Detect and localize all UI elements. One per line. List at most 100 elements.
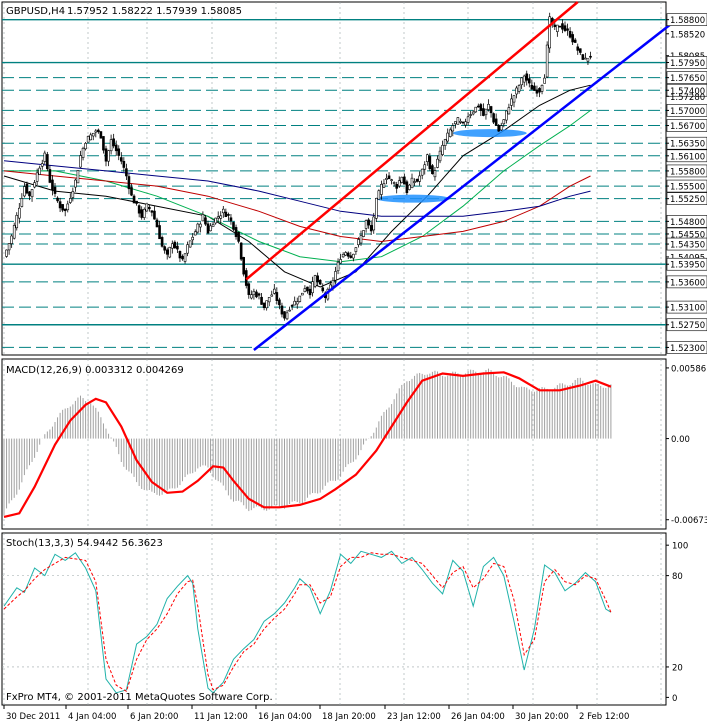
- candle-body: [176, 245, 179, 250]
- candle-body: [239, 242, 243, 260]
- candle-body: [145, 203, 149, 212]
- candle-body: [448, 129, 452, 137]
- price-tick-label: 1.54550: [670, 230, 705, 240]
- candle-body: [81, 147, 85, 158]
- candle-body: [178, 250, 182, 259]
- price-tick-label: 1.55500: [670, 183, 705, 193]
- highlight-ellipse: [376, 194, 451, 203]
- candle-body: [364, 220, 368, 229]
- candle-body: [456, 117, 460, 125]
- candle-body: [40, 163, 44, 167]
- candle-body: [232, 222, 235, 230]
- candle-body: [58, 201, 62, 209]
- candle-body: [380, 184, 383, 195]
- candle-body: [216, 216, 220, 219]
- candle-body: [104, 148, 108, 162]
- candle-body: [132, 195, 136, 204]
- candle-body: [84, 143, 87, 150]
- candle-body: [127, 176, 131, 190]
- candle-body: [33, 182, 36, 188]
- candle-body: [479, 104, 483, 111]
- symbol-label: GBPUSD,H4: [6, 6, 65, 17]
- candle-body: [494, 118, 498, 126]
- candle-body: [446, 132, 450, 142]
- candle-body: [487, 103, 490, 110]
- candle-body: [425, 154, 429, 162]
- candle-body: [48, 169, 52, 183]
- candle-body: [56, 197, 59, 202]
- candle-body: [196, 223, 200, 233]
- ohlc-label: 1.57952 1.58222 1.57939 1.58085: [67, 6, 242, 17]
- stoch-tick-label: 80: [672, 572, 683, 582]
- candle-body: [354, 247, 358, 252]
- candle-body: [308, 288, 312, 296]
- candle-body: [107, 150, 110, 162]
- candle-body: [548, 16, 552, 49]
- candle-body: [35, 172, 39, 182]
- candle-body: [23, 186, 26, 197]
- candle-body: [155, 219, 159, 228]
- candle-body: [7, 243, 11, 251]
- candle-body: [290, 304, 294, 307]
- candle-body: [171, 243, 174, 249]
- candle-body: [339, 259, 342, 264]
- macd-axis: 0.00586 0.00 -0.00673: [666, 364, 707, 526]
- candle-body: [130, 187, 133, 196]
- time-tick-label: 6 Jan 20:00: [130, 712, 178, 722]
- candle-body: [566, 28, 569, 31]
- candle-body: [117, 148, 121, 156]
- candle-body: [525, 73, 529, 81]
- candle-body: [527, 78, 531, 84]
- candle-body: [227, 214, 230, 216]
- candle-body: [278, 299, 281, 306]
- copyright-label: FxPro MT4, © 2001-2011 MetaQuotes Softwa…: [6, 692, 273, 703]
- candle-body: [91, 132, 95, 137]
- candle-body: [280, 305, 284, 315]
- candle-body: [352, 253, 355, 259]
- candle-body: [201, 214, 205, 222]
- candle-body: [377, 190, 381, 200]
- candle-body: [148, 206, 151, 210]
- candle-body: [385, 177, 388, 180]
- time-tick-label: 2 Feb 12:00: [579, 712, 629, 722]
- candle-body: [334, 271, 337, 281]
- candle-body: [400, 176, 404, 183]
- candle-body: [563, 25, 567, 31]
- ma_slow-line: [3, 170, 591, 243]
- candle-body: [214, 217, 217, 224]
- time-tick-label: 11 Jan 12:00: [194, 712, 248, 722]
- candle-body: [285, 312, 289, 320]
- candle-body: [199, 223, 202, 228]
- price-tick-label: 1.57400: [670, 87, 705, 97]
- candle-body: [267, 297, 271, 303]
- price-tick-label: 1.58800: [670, 16, 705, 26]
- candle-body: [122, 160, 126, 168]
- time-tick-label: 16 Jan 04:00: [258, 712, 312, 722]
- candle-body: [38, 167, 42, 175]
- candle-body: [71, 191, 75, 198]
- candle-body: [109, 139, 113, 152]
- candle-body: [242, 257, 245, 275]
- candle-body: [321, 287, 325, 292]
- candle-body: [540, 84, 544, 92]
- candle-body: [318, 279, 322, 285]
- candle-body: [553, 24, 557, 28]
- time-tick-label: 4 Jan 04:00: [68, 712, 116, 722]
- price-tick-label: 1.52300: [670, 344, 705, 354]
- candle-body: [517, 85, 521, 92]
- main-panel-frame: [1, 1, 667, 356]
- candle-body: [206, 223, 210, 234]
- candle-body: [464, 121, 467, 126]
- candle-body: [43, 152, 47, 162]
- candle-body: [142, 208, 146, 218]
- candle-body: [30, 189, 34, 198]
- price-tick-label: 1.56700: [670, 122, 705, 132]
- candle-body: [265, 300, 268, 309]
- candle-body: [222, 208, 225, 214]
- candle-body: [173, 241, 177, 249]
- candle-body: [357, 239, 360, 246]
- candle-body: [17, 207, 21, 219]
- candle-body: [63, 208, 67, 212]
- candle-body: [181, 255, 184, 260]
- stoch-title: Stoch(13,3,3) 54.9442 56.3623: [6, 538, 163, 549]
